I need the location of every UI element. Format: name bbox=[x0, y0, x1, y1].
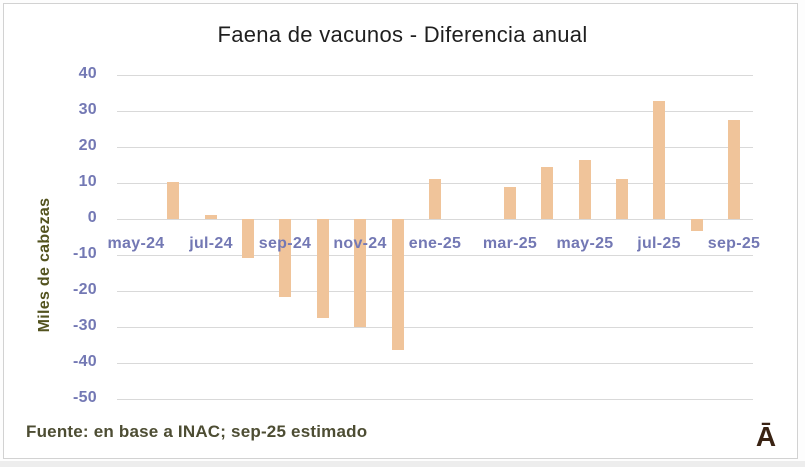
bar-oct-24 bbox=[317, 219, 329, 318]
bar-jun-25 bbox=[616, 179, 628, 219]
gridline bbox=[117, 111, 753, 112]
gridline bbox=[117, 147, 753, 148]
brand-logo: Ā bbox=[755, 421, 777, 452]
gridline bbox=[117, 399, 753, 400]
y-tick-label: -20 bbox=[72, 281, 97, 298]
gridline bbox=[117, 75, 753, 76]
x-tick-label: may-25 bbox=[556, 235, 614, 252]
bar-may-25 bbox=[579, 160, 591, 219]
y-tick-label: 40 bbox=[78, 65, 97, 82]
x-tick-label: nov-24 bbox=[333, 235, 387, 252]
y-tick-label: 30 bbox=[78, 101, 97, 118]
bar-ago-25 bbox=[691, 219, 703, 231]
bar-dic-24 bbox=[392, 219, 404, 350]
x-tick-label: ene-25 bbox=[408, 235, 462, 252]
y-tick-label: -50 bbox=[72, 389, 97, 406]
bar-ene-25 bbox=[429, 179, 441, 219]
bar-jun-24 bbox=[167, 182, 179, 219]
bar-jul-25 bbox=[653, 101, 665, 219]
gridline bbox=[117, 219, 753, 220]
y-tick-label: -30 bbox=[72, 317, 97, 334]
x-tick-label: may-24 bbox=[107, 235, 165, 252]
y-tick-label: 10 bbox=[78, 173, 97, 190]
bottom-strip bbox=[0, 461, 805, 467]
y-tick-label: -10 bbox=[72, 245, 97, 262]
bar-sep-25 bbox=[728, 120, 740, 219]
x-tick-label: mar-25 bbox=[482, 235, 538, 252]
x-tick-label: jul-24 bbox=[189, 235, 233, 252]
source-note: Fuente: en base a INAC; sep-25 estimado bbox=[26, 422, 368, 441]
x-tick-label: sep-25 bbox=[707, 235, 761, 252]
bar-nov-24 bbox=[354, 219, 366, 327]
y-tick-label: 20 bbox=[78, 137, 97, 154]
bar-ago-24 bbox=[242, 219, 254, 258]
y-tick-label: 0 bbox=[87, 209, 97, 226]
bar-jul-24 bbox=[205, 215, 217, 219]
bar-mar-25 bbox=[504, 187, 516, 219]
bar-abr-25 bbox=[541, 167, 553, 219]
gridline bbox=[117, 255, 753, 256]
chart-title: Faena de vacunos - Diferencia anual bbox=[217, 22, 588, 47]
gridline bbox=[117, 363, 753, 364]
y-tick-label: -40 bbox=[72, 353, 97, 370]
x-tick-label: jul-25 bbox=[637, 235, 681, 252]
gridline bbox=[117, 327, 753, 328]
gridline bbox=[117, 291, 753, 292]
plot-area: may-24 jul-24 sep-24 nov-24 ene-25 mar-25 may-… bbox=[108, 75, 760, 400]
x-tick-label: sep-24 bbox=[258, 235, 312, 252]
bar-sep-24 bbox=[279, 219, 291, 297]
